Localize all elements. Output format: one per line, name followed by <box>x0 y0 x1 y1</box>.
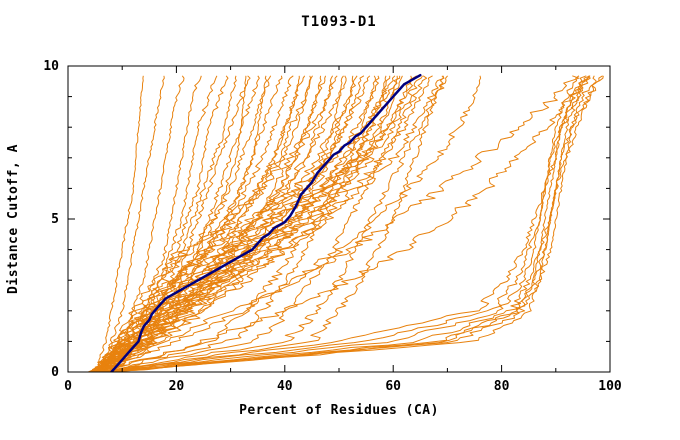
chart-title: T1093-D1 <box>301 14 376 30</box>
tick-labels: 0 20 40 60 80 100 0 5 10 <box>43 59 622 394</box>
x-tick-label: 80 <box>494 379 510 394</box>
model-curve <box>100 75 591 372</box>
model-curve <box>92 75 144 372</box>
model-curve <box>104 75 580 372</box>
highlighted-curve <box>110 73 422 372</box>
model-curve <box>106 75 597 372</box>
x-tick-label: 20 <box>169 379 185 394</box>
y-tick-label: 5 <box>51 212 59 227</box>
model-curve <box>92 75 423 372</box>
model-curve <box>105 75 604 372</box>
model-curve <box>105 75 433 372</box>
model-curve <box>102 75 482 372</box>
model-curve <box>98 75 165 372</box>
x-tick-label: 100 <box>598 379 622 394</box>
model-curve <box>93 75 202 372</box>
model-curve <box>97 75 185 372</box>
y-tick-label: 10 <box>43 59 59 74</box>
axes <box>67 65 611 373</box>
model-curve <box>99 75 338 372</box>
model-curve <box>88 75 403 372</box>
model-curve <box>94 75 358 372</box>
model-curve <box>96 75 590 372</box>
model-curves <box>88 75 604 372</box>
model-curve <box>97 75 398 372</box>
model-curve <box>93 75 334 372</box>
model-curve <box>92 75 300 372</box>
y-tick-label: 0 <box>51 365 59 380</box>
model-curve <box>101 75 428 372</box>
x-axis-label: Percent of Residues (CA) <box>239 403 439 418</box>
model-curve <box>95 75 218 372</box>
model-curve <box>96 75 445 372</box>
model-curve <box>97 75 268 372</box>
model-curve <box>89 75 401 372</box>
model-curve <box>104 75 580 372</box>
y-axis-label: Distance Cutoff, A <box>6 144 21 294</box>
highlight-curve <box>110 73 422 372</box>
model-curve <box>101 75 603 372</box>
model-curve <box>92 75 312 372</box>
model-curve <box>95 75 247 372</box>
x-tick-label: 0 <box>64 379 72 394</box>
x-tick-label: 60 <box>385 379 401 394</box>
model-curve <box>91 75 344 372</box>
x-tick-label: 40 <box>277 379 293 394</box>
model-curve <box>114 75 590 372</box>
